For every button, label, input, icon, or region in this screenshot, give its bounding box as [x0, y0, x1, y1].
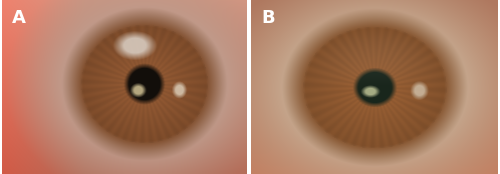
Text: B: B: [261, 9, 274, 27]
Text: A: A: [12, 9, 26, 27]
